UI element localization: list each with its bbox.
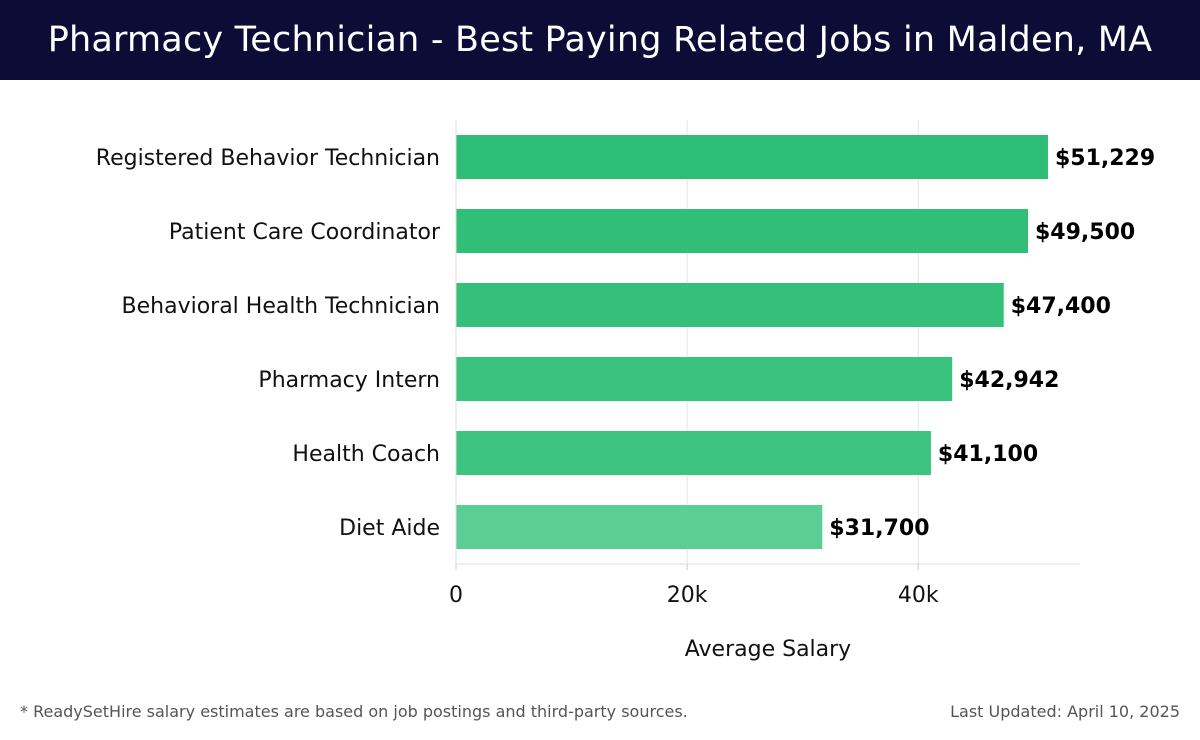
value-labels: $51,229 $49,500 $47,400 $42,942 $41,100 $31,7… xyxy=(829,146,1155,541)
bar xyxy=(456,357,953,401)
category-label: Behavioral Health Technician xyxy=(122,294,440,319)
header-bar: Pharmacy Technician - Best Paying Relate… xyxy=(0,0,1200,80)
category-label: Pharmacy Intern xyxy=(258,368,440,393)
x-tick-label: 20k xyxy=(667,583,708,608)
bars xyxy=(456,135,1048,549)
x-axis-title: Average Salary xyxy=(685,637,851,662)
footer-updated: Last Updated: April 10, 2025 xyxy=(950,702,1180,721)
category-label: Patient Care Coordinator xyxy=(169,220,441,245)
bar xyxy=(456,283,1004,327)
category-label: Health Coach xyxy=(292,442,440,467)
x-tick-label: 40k xyxy=(898,583,939,608)
bar xyxy=(456,209,1028,253)
value-label: $47,400 xyxy=(1011,294,1111,319)
bar xyxy=(456,431,931,475)
x-tick-label: 0 xyxy=(449,583,463,608)
footer-note: * ReadySetHire salary estimates are base… xyxy=(20,702,688,721)
value-label: $42,942 xyxy=(959,368,1059,393)
category-label: Diet Aide xyxy=(339,516,440,541)
gridlines xyxy=(686,120,919,564)
value-label: $49,500 xyxy=(1035,220,1135,245)
category-label: Registered Behavior Technician xyxy=(96,146,440,171)
bar-chart: Registered Behavior Technician Patient Ca… xyxy=(96,120,1155,662)
chart-title: Pharmacy Technician - Best Paying Relate… xyxy=(47,20,1153,60)
bar xyxy=(456,135,1048,179)
value-label: $51,229 xyxy=(1055,146,1155,171)
category-labels: Registered Behavior Technician Patient Ca… xyxy=(96,146,441,541)
bar xyxy=(456,505,823,549)
value-label: $41,100 xyxy=(938,442,1038,467)
x-axis: 0 20k 40k xyxy=(449,120,1080,608)
value-label: $31,700 xyxy=(829,516,929,541)
